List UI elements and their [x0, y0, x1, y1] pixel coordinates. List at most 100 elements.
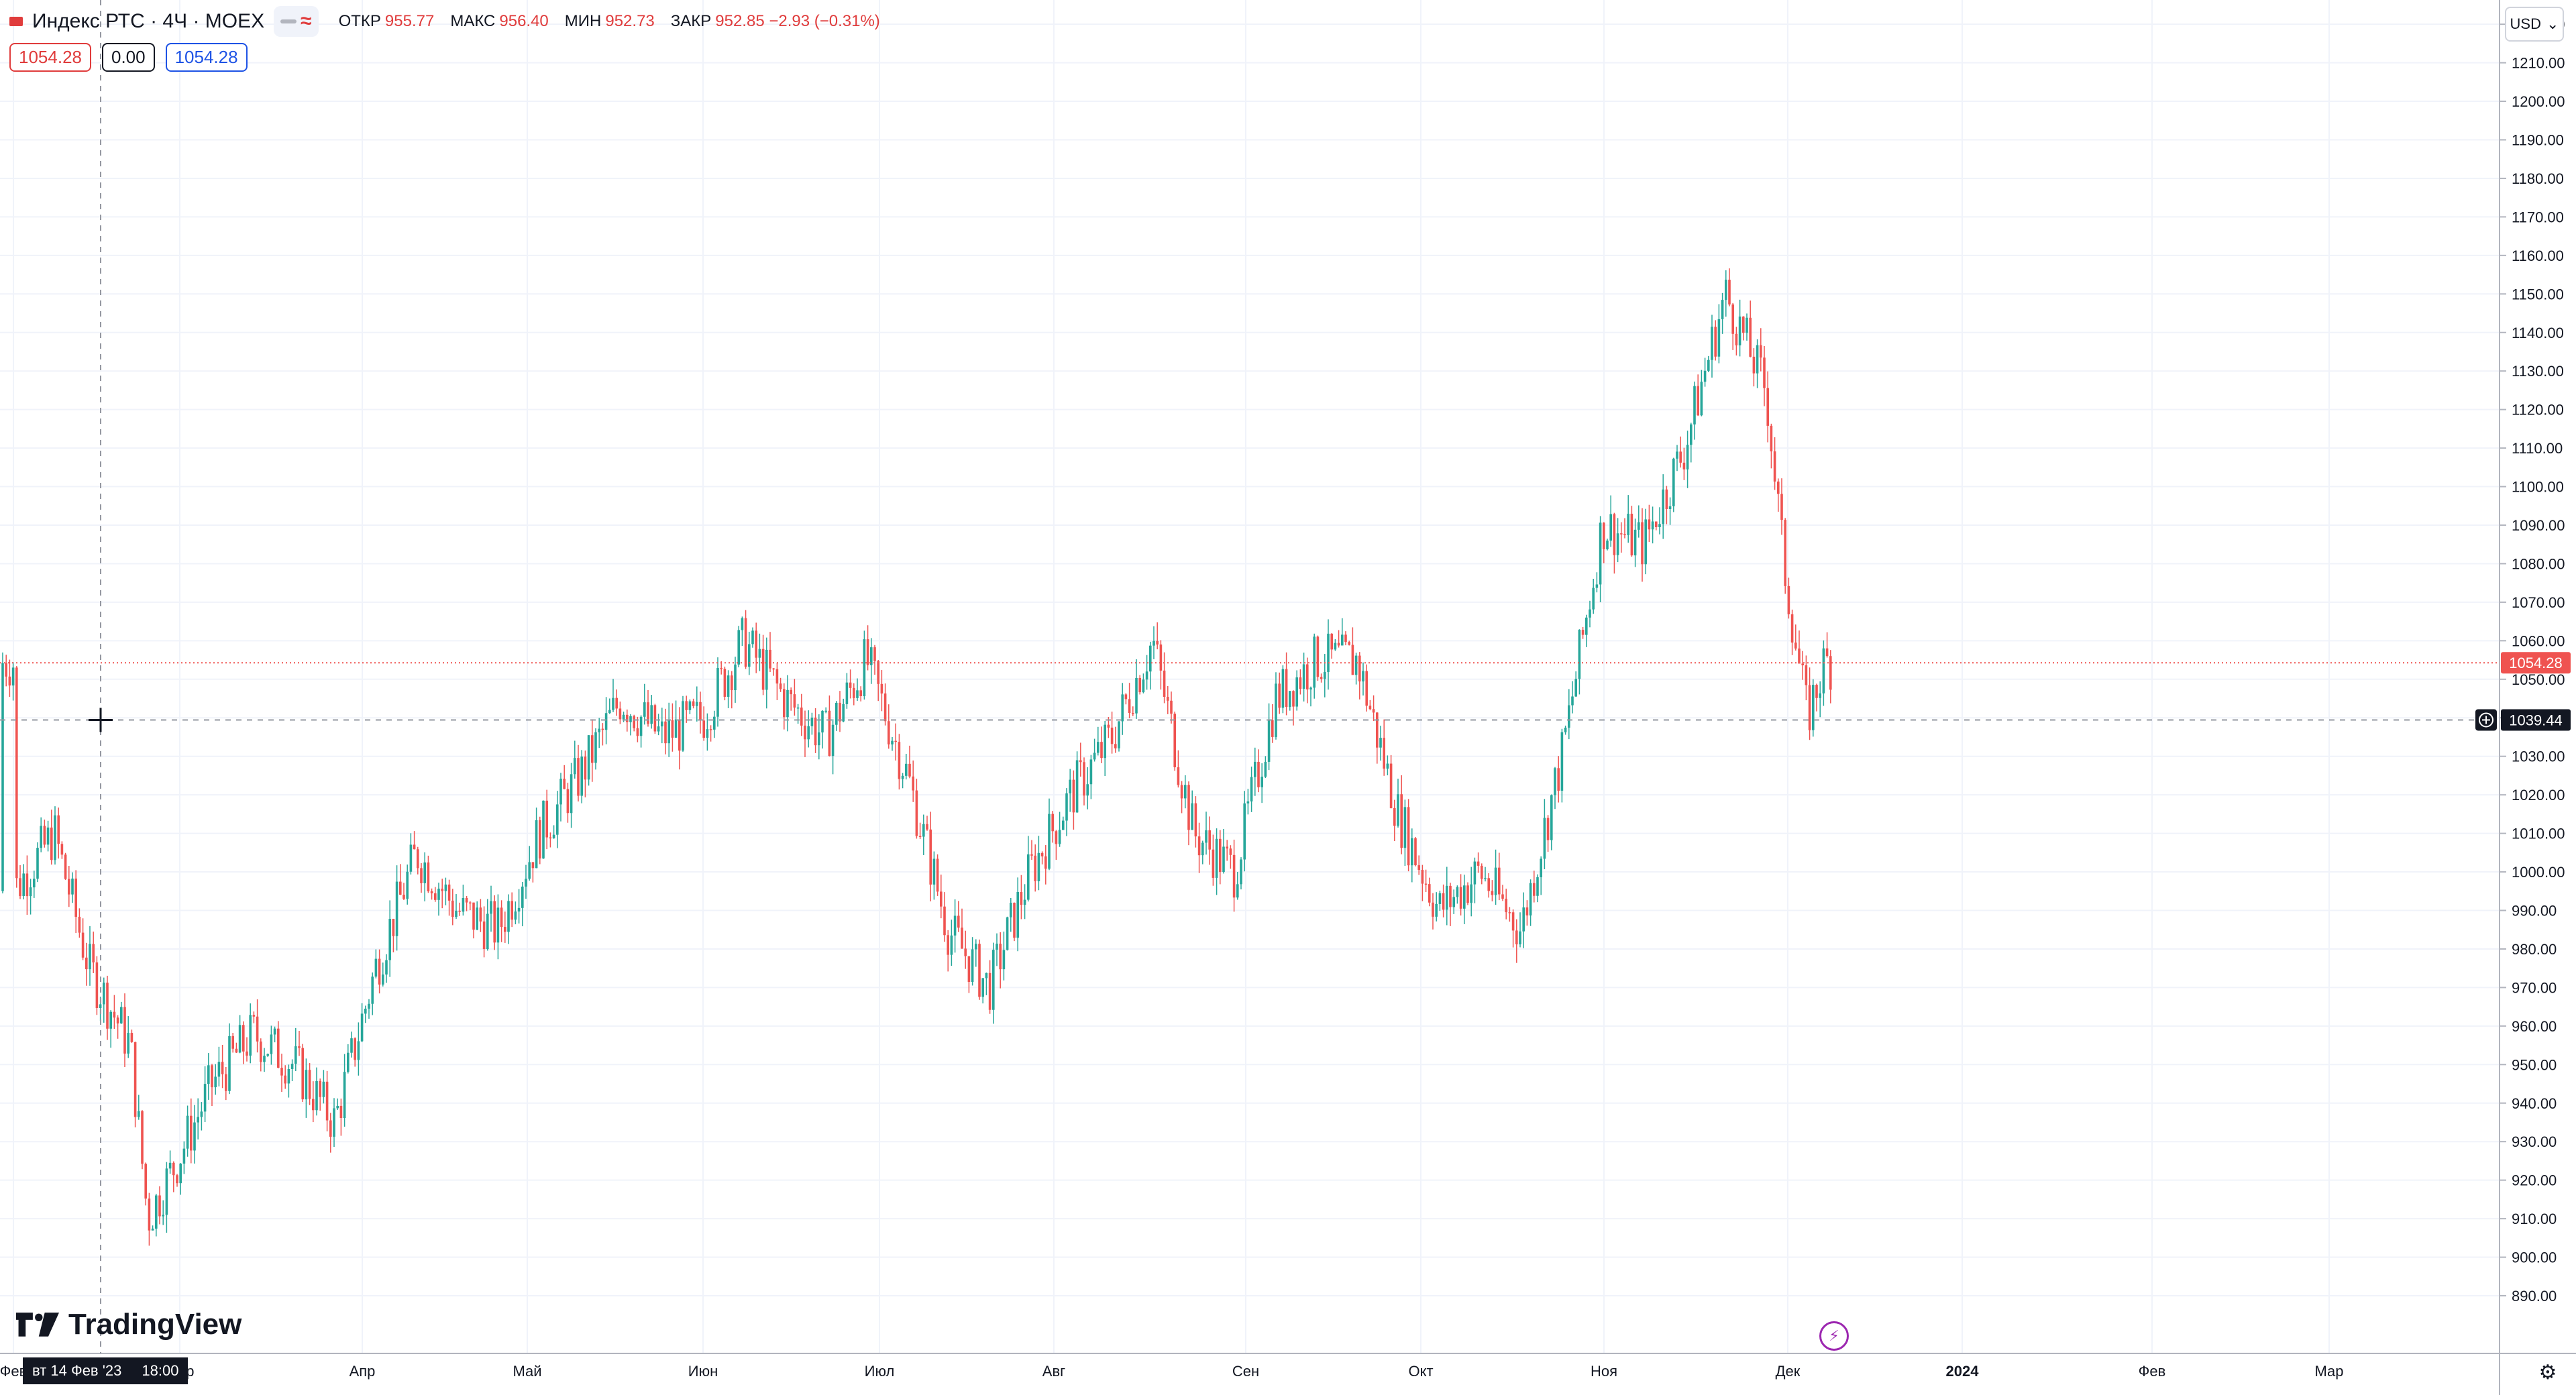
crosshair-price-tag — [2501, 709, 2571, 731]
candle-body — [242, 1025, 245, 1052]
candle-body — [231, 1036, 234, 1049]
candle-body — [1065, 793, 1068, 821]
candle-body — [716, 668, 719, 717]
time-axis: Фев Мар Апр Май Июн Июл Авг Сен Окт Ноя Дек 2024 Фев… — [0, 1353, 2576, 1380]
candle-body — [368, 1003, 370, 1009]
candle-body — [1477, 861, 1480, 866]
candle-body — [1536, 877, 1539, 896]
candle-body — [1006, 917, 1009, 950]
candle-body — [877, 661, 879, 684]
candle-body — [1435, 903, 1438, 917]
candle-body — [1093, 752, 1096, 760]
candle-body — [870, 647, 873, 665]
candle-body — [308, 1070, 311, 1099]
candle-body — [1383, 738, 1385, 769]
candle-body — [999, 944, 1002, 970]
candle-body — [1149, 645, 1152, 672]
candle-body — [1578, 630, 1581, 679]
candle-body — [182, 1148, 186, 1164]
candle-body — [821, 710, 824, 733]
price-tick-label: 1170.00 — [2512, 209, 2564, 225]
candle-body — [1829, 656, 1832, 690]
candle-body — [880, 683, 883, 694]
candle-body — [1107, 724, 1110, 728]
candle-body — [1281, 669, 1285, 708]
close-value: 952.85 −2.93 (−0.31%) — [715, 12, 880, 30]
candle-body — [339, 1105, 343, 1118]
candle-body — [765, 649, 768, 690]
candle-body — [109, 1011, 112, 1029]
candle-body — [636, 728, 639, 736]
candle-body — [1557, 768, 1560, 791]
candle-body — [790, 689, 792, 695]
candle-body — [1362, 671, 1364, 682]
spread-value: 0.00 — [101, 43, 155, 72]
candle-body — [1644, 519, 1647, 565]
symbol-title[interactable]: Индекс РТС · 4Ч · MOEX — [32, 10, 265, 32]
candle-body — [1257, 761, 1260, 787]
price-tick-label: 940.00 — [2512, 1095, 2557, 1112]
candle-body — [298, 1046, 301, 1048]
candle-body — [123, 1007, 126, 1054]
currency-selector[interactable]: USD ⌄ — [2505, 7, 2564, 42]
candle-body — [99, 1004, 102, 1009]
plus-icon — [2479, 712, 2493, 728]
candle-body — [744, 618, 747, 667]
candle-body — [217, 1062, 221, 1077]
candle-body — [619, 708, 622, 720]
candle-body — [835, 702, 838, 725]
candle-body — [441, 889, 443, 891]
candle-body — [447, 884, 451, 901]
indicator-toggle[interactable]: ≈ — [274, 6, 319, 37]
candle-body — [158, 1195, 161, 1217]
tradingview-logo[interactable]: TradingView — [16, 1308, 241, 1341]
candle-body — [706, 729, 709, 738]
candle-body — [1159, 644, 1163, 671]
candle-body — [382, 974, 384, 985]
bolt-icon[interactable]: ⚡ — [1819, 1321, 1849, 1351]
candle-body — [1316, 636, 1320, 677]
candle-body — [699, 702, 702, 721]
candle-body — [709, 729, 712, 730]
buy-price-tag[interactable]: 1054.28 — [165, 43, 248, 72]
candle-body — [1142, 679, 1145, 693]
candle-body — [1609, 514, 1612, 541]
candle-body — [1463, 885, 1466, 909]
candle-body — [807, 726, 810, 740]
candle-body — [1484, 878, 1487, 879]
candle-body — [19, 878, 21, 896]
candle-body — [1351, 645, 1354, 675]
candle-body — [1110, 727, 1114, 744]
candle-body — [113, 1011, 116, 1018]
candlestick-series — [1, 268, 1832, 1246]
price-tick-label: 990.00 — [2512, 903, 2557, 919]
last-price-label: 1054.28 — [2509, 655, 2563, 671]
candle-body — [1330, 633, 1333, 650]
tradingview-icon — [16, 1313, 59, 1337]
candle-body — [674, 719, 678, 738]
candle-body — [682, 701, 684, 751]
price-tick-label: 910.00 — [2512, 1211, 2557, 1227]
candle-body — [779, 683, 782, 689]
candle-body — [905, 763, 908, 776]
settings-icon[interactable]: ⚙ — [2538, 1361, 2557, 1384]
price-tick-label: 1210.00 — [2512, 55, 2565, 72]
candle-body — [36, 848, 39, 879]
candle-body — [1529, 883, 1532, 915]
candle-body — [1773, 451, 1776, 482]
close-label: ЗАКР — [670, 12, 712, 30]
candle-body — [280, 1068, 283, 1076]
candle-body — [688, 701, 692, 710]
time-tick-label: Окт — [1408, 1363, 1433, 1380]
candle-body — [796, 707, 800, 709]
chevron-down-icon: ⌄ — [2546, 15, 2559, 32]
candle-body — [622, 714, 625, 720]
sell-price-tag[interactable]: 1054.28 — [9, 43, 91, 72]
candle-body — [1163, 670, 1166, 697]
candle-body — [992, 950, 995, 1010]
candle-body — [1641, 522, 1644, 565]
candle-body — [1599, 522, 1602, 585]
candle-body — [490, 901, 492, 914]
